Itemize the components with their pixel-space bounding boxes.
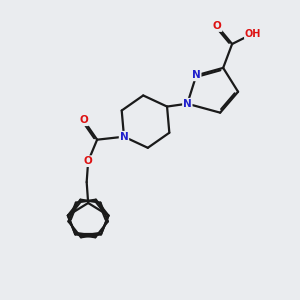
Text: OH: OH bbox=[245, 28, 261, 38]
Text: N: N bbox=[183, 99, 192, 109]
Text: O: O bbox=[213, 21, 222, 31]
Text: O: O bbox=[79, 115, 88, 125]
Text: O: O bbox=[84, 156, 92, 166]
Text: N: N bbox=[120, 132, 128, 142]
Text: N: N bbox=[192, 70, 201, 80]
